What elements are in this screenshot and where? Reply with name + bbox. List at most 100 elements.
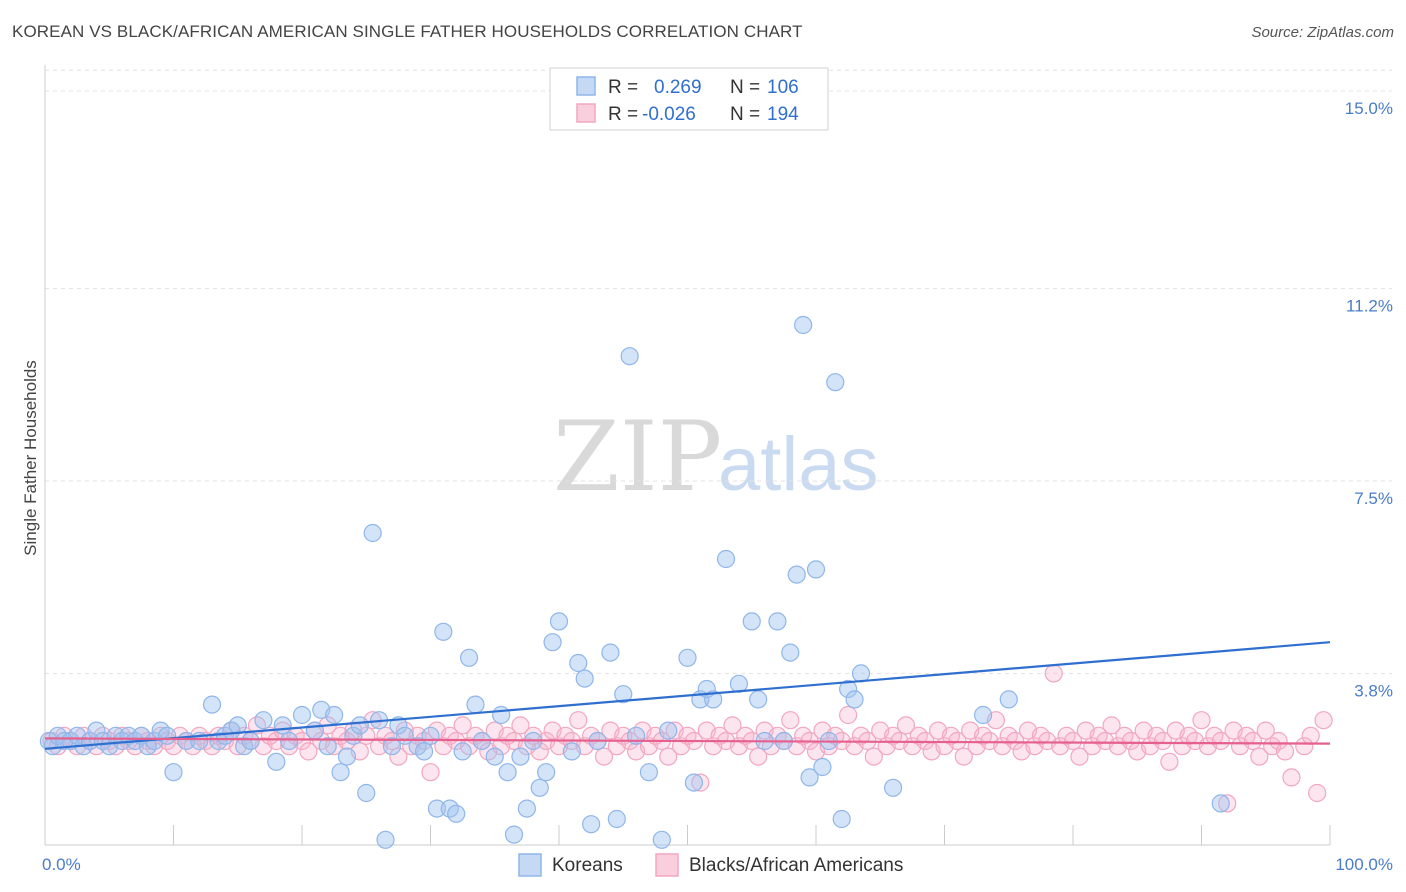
korean-point-78 [607, 809, 626, 829]
black-trend-line [44, 737, 1331, 745]
watermark-atlas: atlas [718, 422, 879, 507]
black-point-189 [1256, 721, 1275, 740]
korean-point-35 [305, 721, 324, 740]
series-legend-label-koreans: Koreans [552, 855, 623, 876]
korean-point-69 [537, 763, 556, 782]
korean-point-74 [575, 669, 594, 688]
korean-point-68 [530, 778, 549, 797]
x-tick-label-min: 0.0% [42, 855, 81, 874]
black-point-195 [1301, 726, 1320, 745]
korean-point-66 [517, 799, 536, 818]
black-point-197 [1314, 711, 1333, 730]
black-point-124 [839, 705, 858, 725]
y-tick-label-3: 15.0% [1345, 99, 1393, 118]
chart-title: KOREAN VS BLACK/AFRICAN AMERICAN SINGLE … [12, 22, 803, 41]
korean-point-72 [562, 742, 581, 761]
y-axis-title: Single Father Households [21, 360, 40, 556]
korean-point-106 [839, 679, 858, 699]
korean-point-64 [504, 825, 524, 844]
korean-point-112 [1211, 794, 1230, 813]
black-point-159 [1063, 731, 1083, 751]
black-point-64 [453, 716, 472, 735]
korean-point-46 [376, 830, 395, 849]
korean-point-82 [639, 763, 659, 782]
correlation-legend: R = 0.269 N = 106 R = -0.026 N = 194 [549, 67, 829, 131]
korean-point-20 [164, 763, 183, 782]
korean-point-83 [652, 830, 671, 849]
korean-point-39 [331, 763, 350, 782]
korean-point-62 [492, 705, 511, 725]
korean-point-101 [806, 560, 826, 579]
legend-r-value-koreans: 0.269 [654, 77, 702, 98]
black-point-187 [1243, 731, 1263, 751]
korean-point-73 [569, 653, 588, 673]
legend-r-value-blacks: -0.026 [642, 104, 696, 125]
legend-r-label-koreans: R = [608, 77, 638, 98]
korean-point-86 [684, 773, 704, 792]
y-tick-labels: 3.8% 7.5% 11.2% 15.0% [1345, 99, 1393, 700]
black-point-168 [1121, 731, 1140, 751]
y-tick-label-2: 11.2% [1346, 297, 1393, 316]
korean-point-110 [973, 705, 993, 725]
black-point-106 [723, 716, 742, 735]
korean-point-56 [447, 804, 466, 823]
korean-point-98 [787, 565, 806, 584]
black-point-115 [781, 711, 800, 730]
black-point-182 [1211, 731, 1230, 751]
black-point-165 [1102, 716, 1121, 735]
black-point-156 [1044, 664, 1063, 683]
korean-point-33 [280, 731, 299, 751]
korean-point-71 [549, 612, 569, 631]
korean-point-80 [620, 347, 639, 366]
korean-trend-line [44, 641, 1331, 750]
korean-point-57 [453, 742, 472, 761]
korean-point-40 [337, 747, 357, 766]
black-point-193 [1282, 768, 1301, 787]
black-point-191 [1269, 731, 1288, 751]
korean-point-102 [813, 757, 832, 777]
black-point-192 [1275, 742, 1295, 761]
korean-point-47 [382, 737, 402, 756]
korean-point-34 [292, 705, 312, 725]
black-point-54 [389, 747, 408, 766]
korean-point-19 [157, 726, 177, 745]
korean-point-59 [466, 695, 485, 714]
korean-point-54 [434, 622, 453, 641]
korean-point-93 [749, 690, 768, 709]
black-point-142 [954, 747, 973, 766]
korean-point-95 [768, 612, 787, 631]
black-point-133 [896, 716, 916, 735]
y-tick-label-0: 3.8% [1354, 681, 1393, 700]
korean-point-58 [459, 648, 479, 667]
korean-point-79 [614, 685, 633, 704]
korean-point-75 [582, 815, 601, 834]
source-credit: Source: ZipAtlas.com [1251, 24, 1394, 41]
black-point-101 [691, 773, 710, 792]
series-legend-swatch-blacks [655, 853, 679, 877]
legend-box [549, 67, 829, 131]
legend-n-value-koreans: 106 [767, 77, 799, 98]
black-point-59 [421, 763, 440, 782]
korean-point-29 [241, 731, 260, 751]
korean-point-97 [781, 643, 800, 662]
korean-point-84 [659, 721, 678, 740]
korean-point-52 [421, 726, 440, 745]
axes [44, 65, 1331, 846]
watermark-zip: ZIP [553, 401, 722, 513]
legend-n-value-blacks: 194 [767, 104, 799, 125]
korean-point-99 [794, 315, 813, 335]
korean-point-30 [254, 711, 273, 730]
korean-point-51 [414, 742, 434, 761]
black-point-128 [864, 747, 883, 766]
legend-swatch-blacks [576, 103, 596, 123]
black-point-188 [1250, 747, 1269, 766]
black-point-194 [1295, 737, 1314, 756]
legend-swatch-koreans [576, 76, 596, 96]
korean-point-44 [363, 523, 382, 543]
black-point-96 [659, 747, 678, 766]
black-point-39 [292, 731, 312, 751]
black-point-110 [749, 747, 768, 766]
korean-point-42 [350, 716, 369, 735]
korean-point-109 [883, 778, 903, 797]
